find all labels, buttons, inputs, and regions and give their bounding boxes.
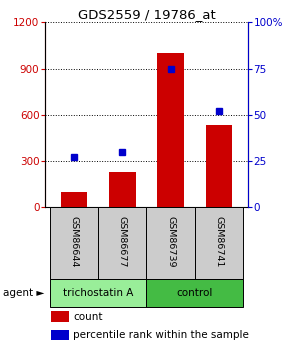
Text: percentile rank within the sample: percentile rank within the sample <box>73 330 249 340</box>
Text: count: count <box>73 312 103 322</box>
Bar <box>51 312 69 322</box>
Text: GSM86644: GSM86644 <box>69 216 79 267</box>
Text: GSM86741: GSM86741 <box>214 216 224 267</box>
Bar <box>50 279 146 307</box>
Title: GDS2559 / 19786_at: GDS2559 / 19786_at <box>77 8 215 21</box>
Bar <box>51 329 69 341</box>
Bar <box>98 207 146 279</box>
Text: GSM86677: GSM86677 <box>118 216 127 267</box>
Bar <box>50 207 98 279</box>
Text: trichostatin A: trichostatin A <box>63 288 133 298</box>
Text: control: control <box>177 288 213 298</box>
Bar <box>195 207 243 279</box>
Bar <box>61 191 87 207</box>
Bar <box>109 171 135 207</box>
Bar <box>146 279 243 307</box>
Text: agent ►: agent ► <box>3 288 44 298</box>
Bar <box>146 207 195 279</box>
Bar <box>157 53 184 207</box>
Bar <box>206 126 232 207</box>
Text: GSM86739: GSM86739 <box>166 216 175 267</box>
